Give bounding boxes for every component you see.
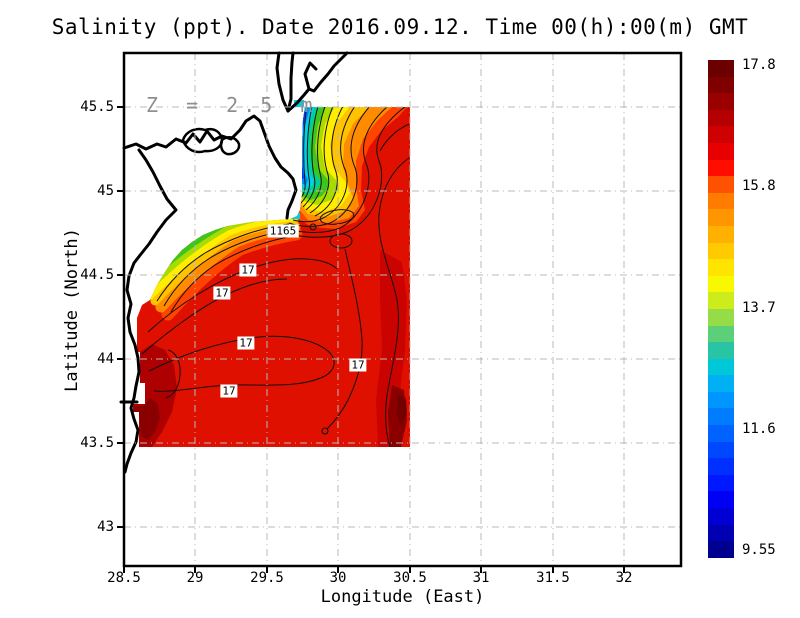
colorbar-segment <box>708 126 734 143</box>
colorbar-tick-label: 9.55 <box>742 542 776 558</box>
colorbar-segment <box>708 142 734 160</box>
colorbar-segment <box>708 508 734 525</box>
colorbar-segment <box>708 308 734 326</box>
y-tick-label: 45.5 <box>80 99 114 115</box>
coastline-northeast-branch <box>286 51 349 113</box>
colorbar-segment <box>708 408 734 426</box>
colorbar-segment <box>708 358 734 376</box>
plume-top-cell <box>294 100 304 107</box>
coastline-north-bay <box>122 114 298 220</box>
colorbar-segment <box>708 192 734 210</box>
x-axis-label: Longitude (East) <box>320 587 485 607</box>
x-tick-label: 29.5 <box>250 570 284 586</box>
colorbar-segment <box>708 491 734 509</box>
colorbar-tick-label: 17.8 <box>742 57 776 73</box>
y-tick-label: 44 <box>97 351 114 367</box>
depth-annotation: Z = 2.5 m <box>146 93 318 117</box>
grid-lines <box>124 53 681 566</box>
y-tick-label: 43 <box>97 519 114 535</box>
coastline-west <box>123 148 178 474</box>
colorbar-segment <box>708 242 734 260</box>
colorbar-segment <box>708 275 734 293</box>
y-tick-label: 43.5 <box>80 435 114 451</box>
lagoon-east <box>219 135 241 156</box>
plot-frame <box>122 51 683 568</box>
x-tick-label: 31 <box>472 570 490 586</box>
colorbar-segment <box>708 541 734 558</box>
contour-label-17: 17 <box>237 336 255 350</box>
colorbar-tick-label: 15.8 <box>742 178 776 194</box>
colorbar-segment <box>708 159 734 177</box>
y-tick-label: 45 <box>97 183 114 199</box>
x-tick-label: 28.5 <box>107 570 141 586</box>
dark-patch-southwest-core <box>134 398 160 440</box>
x-tick-label: 31.5 <box>536 570 570 586</box>
y-tick-label: 44.5 <box>80 267 114 283</box>
axis-tick-marks <box>117 106 625 573</box>
contour-label-cluster: 1165 <box>267 224 299 238</box>
coastline-spur <box>303 61 318 91</box>
colorbar-segment <box>708 292 734 309</box>
colorbar-tick-label: 13.7 <box>742 300 776 316</box>
contour-label-17: 17 <box>349 358 367 372</box>
colorbar-segment <box>708 76 734 94</box>
colorbar-segment <box>708 109 734 127</box>
contour-label-17: 17 <box>213 286 231 300</box>
x-tick-label: 30 <box>329 570 347 586</box>
coastline <box>119 51 349 474</box>
contour-label-17: 17 <box>239 263 257 277</box>
y-axis-label: Latitude (North) <box>62 228 82 392</box>
x-tick-label: 30.5 <box>393 570 427 586</box>
colorbar-tick-label: 11.6 <box>742 421 776 437</box>
colorbar-segment <box>708 259 734 276</box>
x-tick-label: 32 <box>615 570 633 586</box>
dark-patch-southeast-core <box>396 395 407 425</box>
colorbar-segment <box>708 458 734 475</box>
colorbar-segment <box>708 325 734 343</box>
colorbar-segment <box>708 209 734 226</box>
colorbar-segment <box>708 474 734 492</box>
colorbar-segment <box>708 441 734 459</box>
colorbar-segment <box>708 176 734 193</box>
colorbar-segment <box>708 342 734 359</box>
x-tick-label: 29 <box>186 570 204 586</box>
plot-title: Salinity (ppt). Date 2016.09.12. Time 00… <box>51 15 749 39</box>
colorbar-segment <box>708 93 734 110</box>
colorbar-segment <box>708 391 734 409</box>
colorbar-segment <box>708 524 734 542</box>
contour-label-17: 17 <box>220 384 238 398</box>
colorbar-segment <box>708 60 734 77</box>
colorbar-gradient <box>708 60 734 558</box>
colorbar-segment <box>708 225 734 243</box>
colorbar-segment <box>708 425 734 442</box>
colorbar-segment <box>708 375 734 392</box>
